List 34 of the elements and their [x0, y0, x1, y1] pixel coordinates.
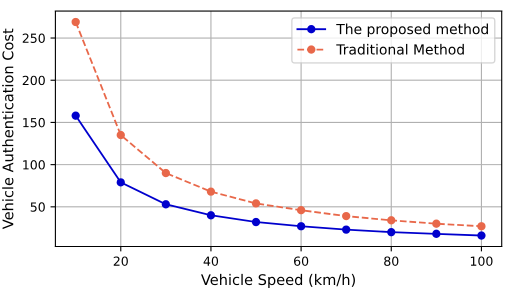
point — [206, 187, 216, 196]
y-tick-label: 200 — [22, 76, 45, 86]
point — [432, 220, 441, 228]
point — [387, 228, 396, 236]
point — [387, 216, 396, 225]
y-tick-label: 150 — [23, 118, 45, 128]
x-tick-label: 100 — [470, 256, 493, 266]
x-axis-title: Vehicle Speed (km/h) — [201, 274, 355, 288]
y-tick-label: 50 — [30, 202, 45, 212]
y-axis-title: Vehicle Authentication Cost — [2, 28, 14, 230]
point — [296, 206, 306, 214]
x-tick-label: 20 — [114, 256, 128, 266]
point — [162, 200, 170, 208]
legend-label: Traditional Method — [336, 44, 464, 55]
y-tick-label: 100 — [23, 160, 45, 170]
point — [206, 211, 216, 220]
point — [116, 178, 125, 187]
point — [342, 212, 350, 220]
point — [296, 222, 306, 230]
point — [432, 230, 441, 238]
x-tick-label: 60 — [294, 256, 308, 266]
legend-label: The proposed method — [336, 24, 488, 37]
point — [162, 168, 170, 178]
point — [252, 199, 260, 208]
point — [477, 222, 486, 230]
point — [72, 112, 80, 120]
y-tick-label: 250 — [22, 34, 45, 43]
point — [116, 130, 125, 140]
x-tick-label: 80 — [384, 256, 398, 266]
point — [477, 231, 486, 240]
point — [342, 225, 350, 234]
point — [252, 218, 260, 226]
x-tick-label: 40 — [204, 256, 218, 266]
point — [72, 18, 80, 26]
